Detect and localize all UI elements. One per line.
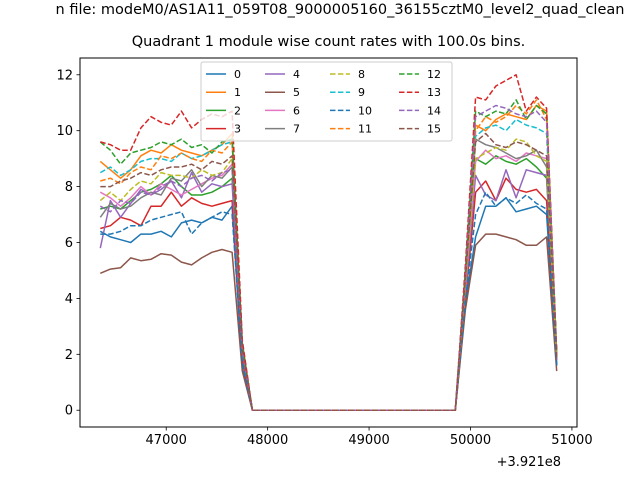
- legend-label-5: 5: [293, 86, 300, 99]
- series-line-0: [99, 197, 558, 411]
- legend-label-6: 6: [293, 104, 300, 117]
- legend-label-2: 2: [234, 104, 241, 117]
- series-lines: [99, 74, 558, 411]
- x-tick-label: 51000: [551, 433, 592, 448]
- figure-suptitle: n file: modeM0/AS1A11_059T08_9000005160_…: [55, 2, 625, 18]
- legend-label-3: 3: [234, 123, 241, 136]
- series-line-5: [100, 233, 558, 411]
- y-tick-label: 12: [56, 68, 73, 83]
- legend-label-8: 8: [358, 68, 365, 81]
- y-tick-label: 2: [65, 348, 73, 363]
- y-tick-label: 8: [65, 180, 73, 195]
- series-line-3: [100, 177, 558, 411]
- series-line-7: [99, 138, 558, 411]
- legend-label-14: 14: [427, 104, 441, 117]
- series-line-2: [100, 155, 558, 411]
- legend-box: [200, 61, 453, 142]
- series-line-6: [99, 149, 558, 411]
- x-tick-label: 50000: [450, 433, 491, 448]
- x-tick-label: 48000: [247, 433, 288, 448]
- legend-label-11: 11: [358, 123, 372, 136]
- legend-label-13: 13: [427, 86, 441, 99]
- y-tick-label: 6: [65, 236, 73, 251]
- legend-label-12: 12: [427, 68, 441, 81]
- x-tick-label: 49000: [348, 433, 389, 448]
- series-line-9: [99, 118, 558, 411]
- chart-title: Quadrant 1 module wise count rates with …: [131, 34, 526, 50]
- legend-label-0: 0: [234, 68, 241, 81]
- y-tick-label: 10: [56, 124, 73, 139]
- series-line-15: [100, 132, 558, 411]
- series-line-10: [100, 191, 558, 411]
- y-tick-label: 4: [65, 292, 73, 307]
- legend-label-7: 7: [293, 123, 300, 136]
- x-tick-label: 47000: [146, 433, 187, 448]
- series-line-8: [99, 138, 558, 411]
- legend-label-4: 4: [293, 68, 300, 81]
- legend-label-9: 9: [358, 86, 365, 99]
- x-axis: 47000 48000 49000 50000 51000: [146, 427, 593, 448]
- y-axis: 0 2 4 6 8 10 12: [56, 68, 80, 419]
- legend-label-10: 10: [358, 104, 372, 117]
- legend-label-1: 1: [234, 86, 241, 99]
- legend-label-15: 15: [427, 123, 441, 136]
- x-offset-label: +3.921e8: [497, 455, 561, 470]
- y-tick-label: 0: [65, 404, 73, 419]
